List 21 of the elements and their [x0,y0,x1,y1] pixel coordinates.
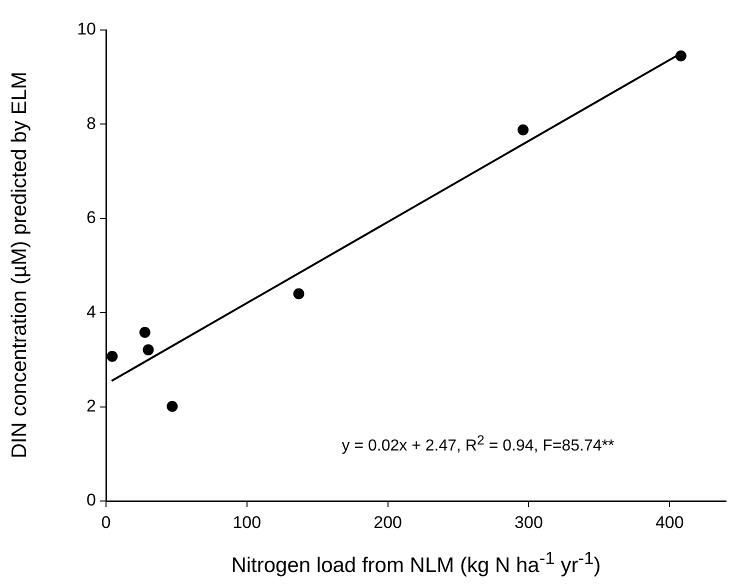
x-tick-label: 100 [232,512,262,532]
x-tick-label: 0 [101,512,111,532]
annotation: y = 0.02x + 2.47, R$^{2}$ = 0.94, F=85.74** [342,432,614,456]
y-tick-label: 6 [86,208,96,228]
y-tick-label: 0 [86,490,96,510]
y-tick-label: 2 [86,396,96,416]
y-tick-label: 10 [77,20,96,39]
point [675,50,686,62]
x-axis-title: Nitrogen load from NLM (kg N ha$^{-1}$ yr$^{-1}$) [230,548,602,578]
point [166,400,178,412]
y-axis-title: DIN concentration (µM) predicted by ELM [8,72,32,458]
y-tick-label: 4 [86,302,96,322]
x-tick-label: 300 [514,512,543,532]
point [106,350,118,362]
y-tick-label: 8 [86,114,96,133]
point [142,344,154,356]
x-tick-label: 200 [374,512,402,532]
point [293,288,304,300]
point [139,326,150,338]
x-tick-label: 400 [655,512,684,532]
point [518,124,529,136]
